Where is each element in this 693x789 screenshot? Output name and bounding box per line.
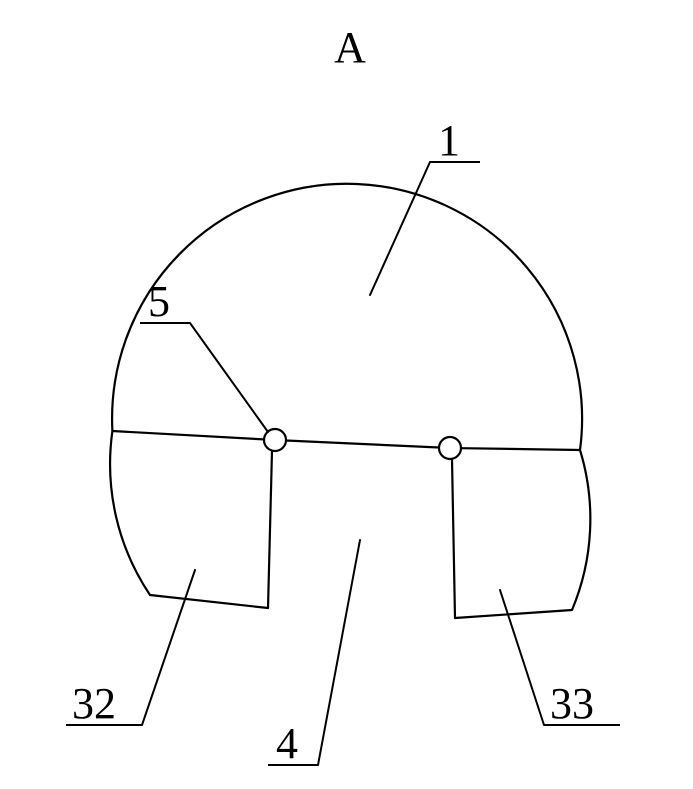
leader-5 bbox=[190, 323, 268, 432]
figure-title: A bbox=[334, 23, 366, 72]
main-outline bbox=[110, 184, 590, 618]
dome-arc bbox=[112, 184, 582, 450]
label-33: 33 bbox=[550, 679, 594, 728]
flap-left-outer-arc bbox=[110, 431, 150, 595]
label-5: 5 bbox=[148, 277, 170, 326]
hinge-right bbox=[439, 437, 461, 459]
flap-right-inner bbox=[452, 459, 455, 618]
diagram-figure: A 1 5 32 33 4 bbox=[0, 0, 693, 789]
flap-left-bottom bbox=[150, 595, 268, 608]
flap-right-bottom bbox=[455, 610, 572, 618]
chord-seg-mid bbox=[286, 441, 439, 448]
chord-seg-left bbox=[112, 431, 264, 439]
leader-33 bbox=[500, 590, 544, 725]
flap-right-outer-arc bbox=[572, 450, 590, 610]
leader-4 bbox=[318, 540, 360, 765]
annotations: 1 5 32 33 4 bbox=[66, 116, 620, 768]
chord-seg-right bbox=[461, 448, 580, 450]
label-1: 1 bbox=[438, 116, 460, 165]
leader-1 bbox=[370, 162, 430, 295]
label-4: 4 bbox=[276, 719, 298, 768]
label-32: 32 bbox=[72, 679, 116, 728]
flap-left-inner bbox=[268, 451, 272, 608]
